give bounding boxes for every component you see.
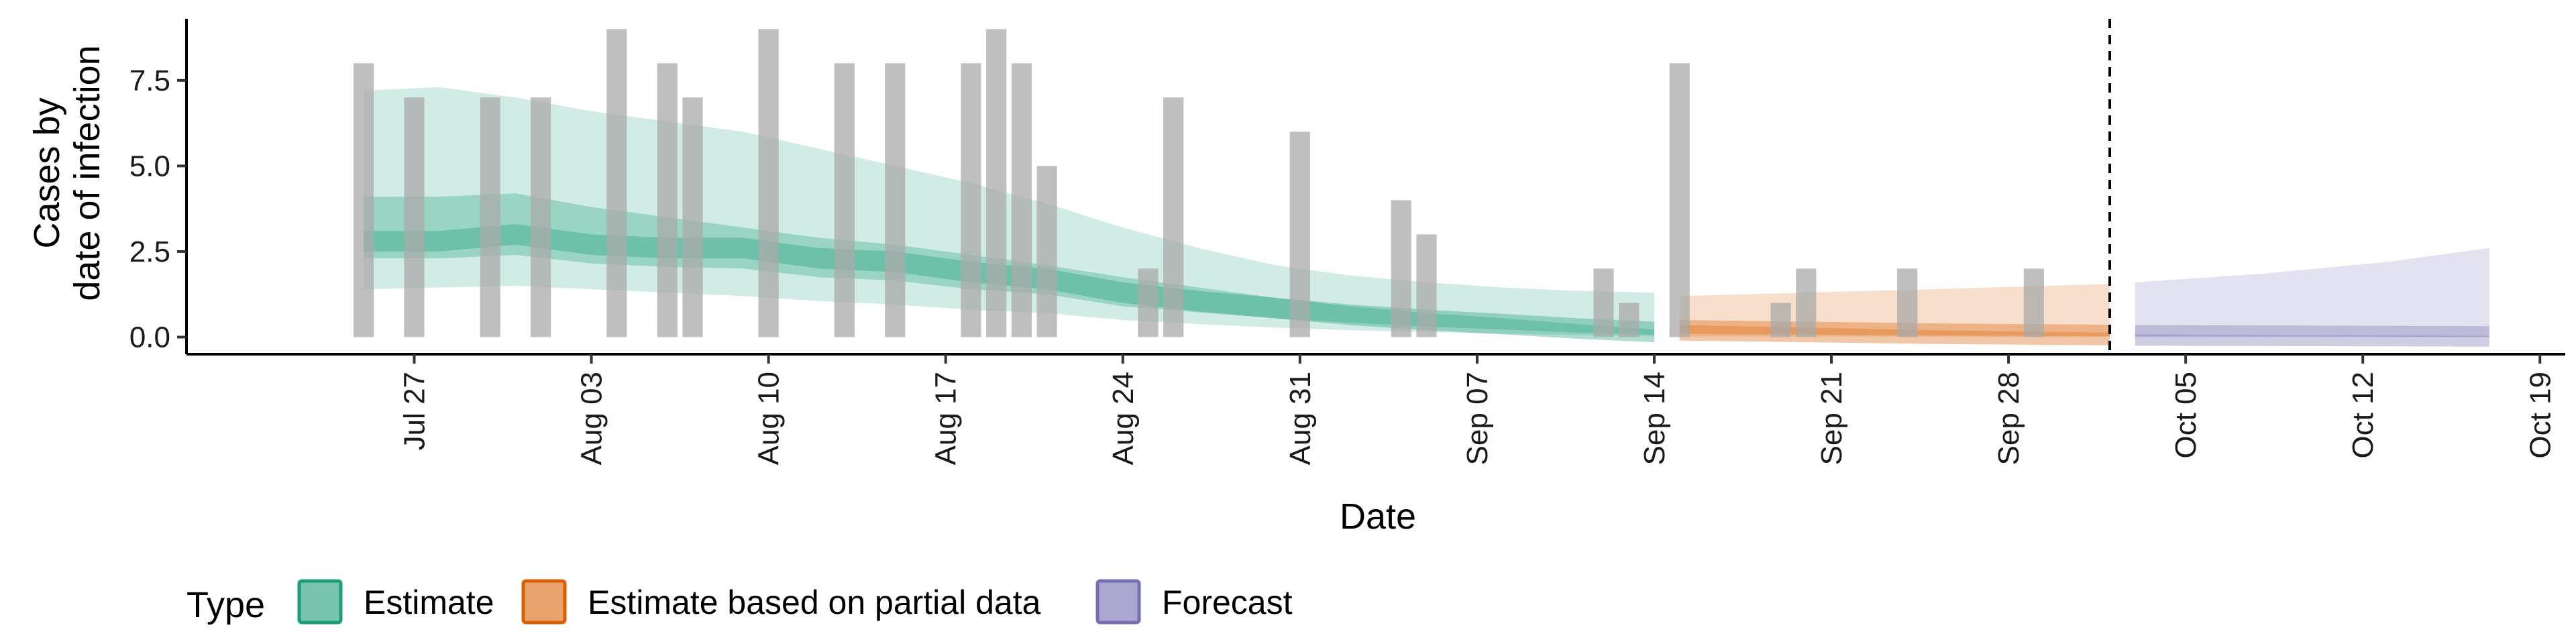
observed-bar-2020-09-13	[1619, 303, 1640, 337]
observed-bar-2020-09-24	[1897, 268, 1918, 337]
observed-bars	[354, 29, 2044, 337]
observed-bar-2020-08-04	[606, 29, 627, 337]
x-tick-label: Sep 07	[1461, 372, 1494, 465]
x-tick-label: Oct 12	[2347, 372, 2379, 459]
legend-label-partial: Estimate based on partial data	[588, 584, 1041, 621]
y-tick-label: 0.0	[129, 321, 170, 354]
legend-key-partial	[521, 579, 567, 625]
x-tick-label: Oct 19	[2524, 372, 2557, 459]
x-tick-label: Aug 10	[753, 372, 786, 465]
y-axis-title-line-2: date of infection	[67, 45, 107, 301]
x-tick-label: Sep 28	[1992, 372, 2025, 465]
observed-bar-2020-09-05	[1416, 234, 1437, 337]
x-tick-label: Aug 03	[576, 372, 608, 465]
x-tick-label: Sep 14	[1638, 372, 1671, 465]
legend-key-forecast	[1095, 579, 1141, 625]
observed-bar-2020-09-20	[1796, 268, 1817, 337]
observed-bar-2020-09-19	[1770, 303, 1791, 337]
x-tick-label: Jul 27	[398, 372, 431, 450]
observed-bar-2020-09-12	[1593, 268, 1614, 337]
observed-bar-2020-08-19	[986, 29, 1007, 337]
y-tick-label: 2.5	[129, 235, 170, 268]
observed-bar-2020-07-27	[404, 97, 425, 337]
legend: Type Estimate Estimate based on partial …	[186, 579, 1293, 625]
observed-bar-2020-08-20	[1011, 63, 1032, 337]
observed-bar-2020-08-15	[885, 63, 906, 337]
observed-bar-2020-08-21	[1036, 166, 1057, 337]
x-axis-ticks: Jul 27 Aug 03 Aug 10 Aug 17 Aug 24 Aug 31 Sep …	[398, 354, 2557, 465]
forecast-90-interval	[2135, 248, 2489, 337]
observed-bar-2020-08-31	[1289, 131, 1310, 337]
observed-bar-2020-08-07	[682, 97, 703, 337]
observed-bar-2020-08-06	[657, 63, 678, 337]
observed-bar-2020-08-01	[531, 97, 551, 337]
observed-bar-2020-09-04	[1391, 200, 1411, 337]
observed-bar-2020-08-25	[1138, 268, 1159, 337]
legend-label-forecast: Forecast	[1162, 584, 1293, 621]
observed-bar-2020-08-13	[834, 63, 855, 337]
forecast-50-interval	[2135, 334, 2489, 337]
observed-bar-2020-08-26	[1163, 97, 1184, 337]
x-tick-label: Sep 21	[1815, 372, 1848, 465]
axes	[185, 19, 2565, 356]
x-axis-title: Date	[1340, 496, 1416, 537]
y-axis-title-line-1: Cases by	[27, 97, 67, 248]
forecast-median-band	[2135, 325, 2489, 347]
y-tick-label: 5.0	[129, 150, 170, 182]
x-tick-label: Aug 17	[930, 372, 963, 465]
y-tick-label: 7.5	[129, 64, 170, 97]
observed-bar-2020-08-18	[961, 63, 981, 337]
observed-bar-2020-09-29	[2023, 268, 2044, 337]
observed-bar-2020-07-30	[480, 97, 500, 337]
legend-key-estimate	[297, 579, 343, 625]
legend-label-estimate: Estimate	[364, 584, 494, 621]
y-axis-ticks: 0.0 2.5 5.0 7.5	[129, 64, 186, 354]
x-tick-label: Oct 05	[2169, 372, 2202, 459]
observed-bar-2020-08-10	[758, 29, 779, 337]
observed-bar-2020-07-25	[354, 63, 374, 337]
x-tick-label: Aug 31	[1284, 372, 1317, 465]
observed-bar-2020-09-15	[1669, 63, 1690, 337]
x-tick-label: Aug 24	[1107, 372, 1140, 465]
legend-title: Type	[186, 585, 265, 625]
